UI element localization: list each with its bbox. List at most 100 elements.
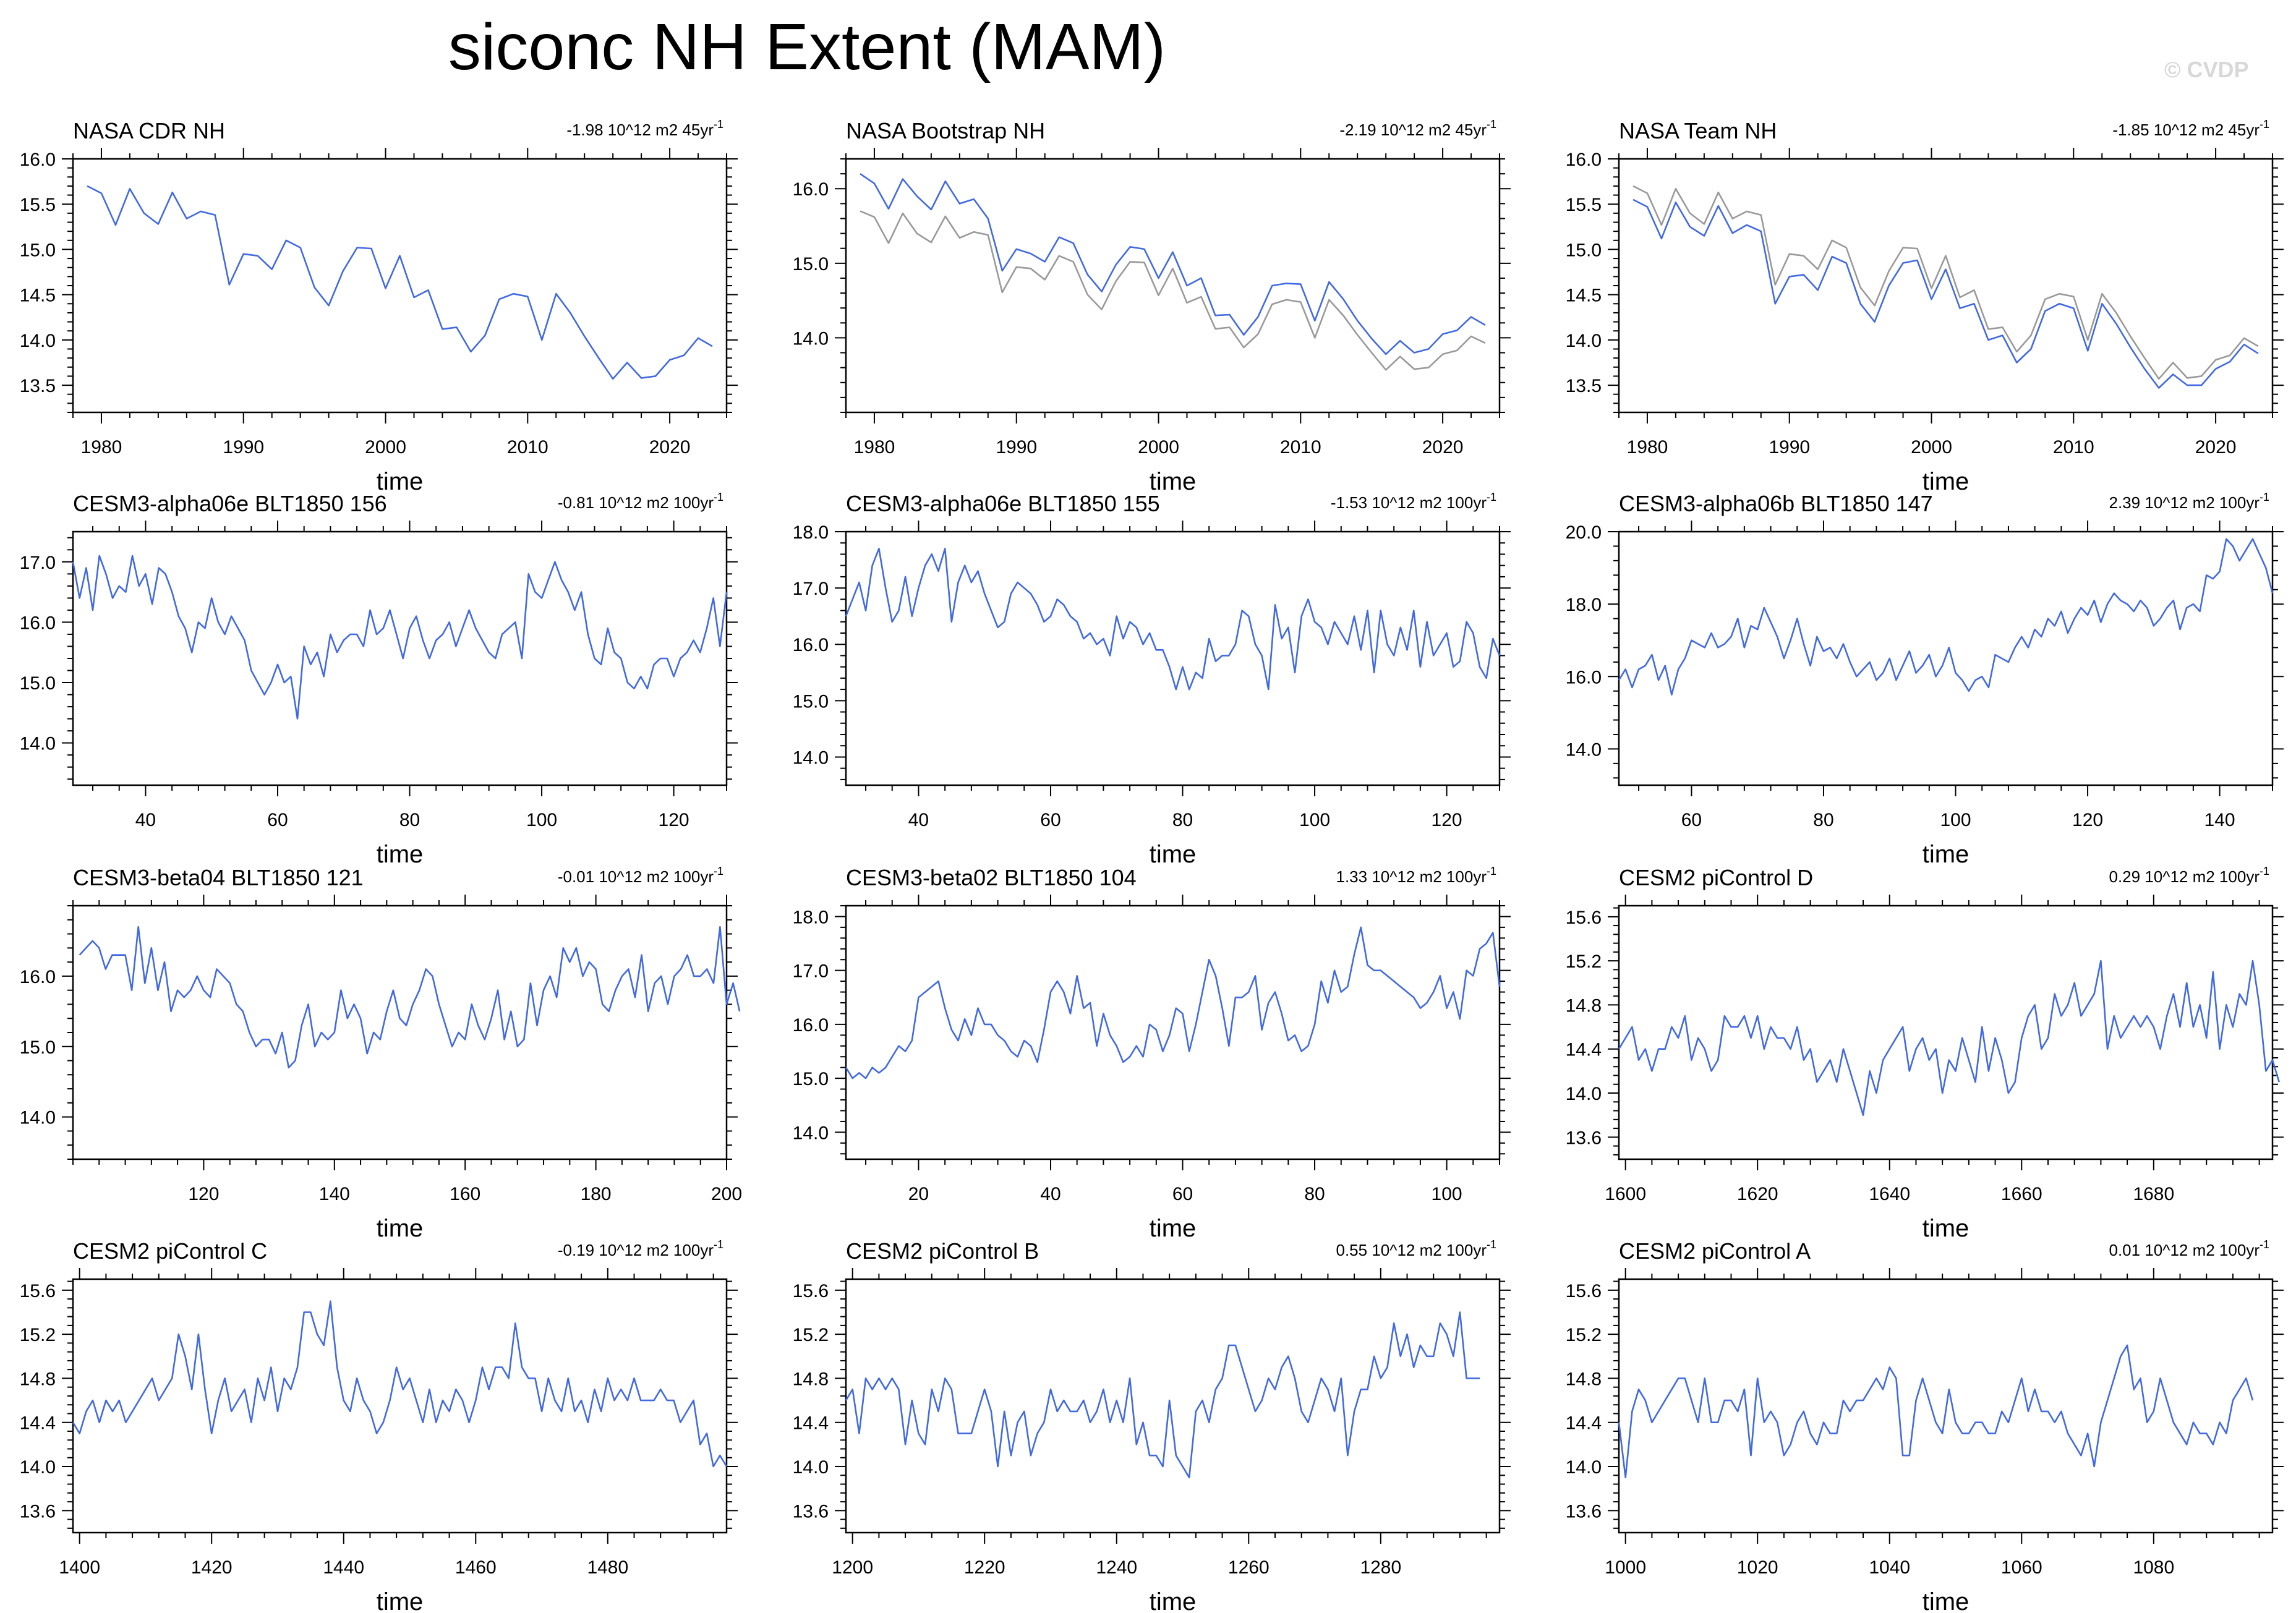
x-tick-label: 80 (399, 810, 420, 830)
y-tick-label: 15.0 (20, 1037, 56, 1058)
y-tick-label: 18.0 (1566, 595, 1602, 615)
x-tick-label: 80 (1304, 1184, 1325, 1204)
x-tick-label: 1440 (323, 1557, 364, 1578)
x-tick-label: 40 (908, 810, 929, 830)
series-line (1618, 1344, 2254, 1479)
y-tick-label: 15.0 (793, 691, 829, 712)
plot-frame (845, 530, 1501, 786)
x-tick-label: 180 (581, 1184, 612, 1204)
y-tick-label: 13.5 (20, 376, 56, 396)
series-line (79, 926, 741, 1069)
y-tick-label: 15.2 (1566, 951, 1602, 972)
y-tick-label: 16.0 (793, 635, 829, 655)
x-tick-label: 2000 (1911, 437, 1952, 458)
x-tick-label: 1400 (59, 1557, 100, 1578)
y-tick-label: 15.0 (20, 240, 56, 260)
x-tick-label: 2010 (2053, 437, 2094, 458)
y-tick-label: 17.0 (793, 961, 829, 982)
x-tick-label: 2020 (2195, 437, 2237, 458)
y-tick-label: 15.0 (20, 673, 56, 694)
x-axis-label: time (1923, 1215, 1970, 1242)
x-tick-label: 2000 (1138, 437, 1179, 458)
y-tick-label: 14.0 (1566, 331, 1602, 351)
x-tick-label: 1260 (1228, 1557, 1270, 1578)
x-tick-label: 1460 (455, 1557, 497, 1578)
panel-6: CESM3-alpha06b BLT1850 147 2.39 10^12 m2 … (1566, 491, 2284, 868)
x-tick-label: 120 (188, 1184, 219, 1204)
x-tick-label: 120 (1432, 810, 1462, 830)
x-tick-label: 120 (659, 810, 689, 830)
x-tick-label: 40 (1040, 1184, 1061, 1204)
y-tick-label: 14.0 (20, 1108, 56, 1128)
x-axis-label: time (377, 468, 424, 495)
y-tick-label: 16.0 (1566, 150, 1602, 170)
x-tick-label: 80 (1172, 810, 1193, 830)
y-tick-label: 15.6 (1566, 1281, 1602, 1301)
x-tick-label: 140 (319, 1184, 350, 1204)
trend-label: -0.81 10^12 m2 100yr-1 (558, 491, 723, 512)
y-tick-label: 16.0 (20, 613, 56, 633)
x-tick-label: 1000 (1605, 1557, 1646, 1578)
x-tick-label: 80 (1813, 810, 1833, 830)
x-tick-label: 100 (1940, 810, 1971, 830)
x-axis-label: time (377, 1215, 424, 1242)
y-tick-label: 15.0 (1566, 240, 1602, 260)
x-tick-label: 100 (1432, 1184, 1462, 1204)
x-tick-label: 100 (526, 810, 557, 830)
series-line (860, 173, 1486, 355)
x-tick-label: 20 (908, 1184, 929, 1204)
trend-label: -1.98 10^12 m2 45yr-1 (566, 118, 723, 139)
series-line (1632, 198, 2259, 389)
x-tick-label: 1980 (81, 437, 122, 458)
x-tick-label: 1990 (1769, 437, 1810, 458)
x-tick-label: 2010 (507, 437, 548, 458)
y-tick-label: 14.0 (793, 1457, 829, 1478)
x-tick-label: 100 (1299, 810, 1330, 830)
plot-frame (845, 1278, 1501, 1534)
y-tick-label: 13.6 (20, 1501, 56, 1521)
x-tick-label: 2000 (365, 437, 406, 458)
x-axis-label: time (1150, 841, 1197, 868)
x-tick-label: 1080 (2133, 1557, 2174, 1578)
x-tick-label: 1680 (2133, 1184, 2174, 1204)
panel-title: NASA CDR NH (73, 118, 225, 143)
panel-3: NASA Team NH -1.85 10^12 m2 45yr-1 13.5 14.… (1566, 118, 2284, 495)
series-line (87, 185, 713, 380)
x-tick-label: 1240 (1096, 1557, 1137, 1578)
y-tick-label: 14.0 (793, 328, 829, 349)
trend-label: -1.85 10^12 m2 45yr-1 (2112, 118, 2269, 139)
panel-4: CESM3-alpha06e BLT1850 156 -0.81 10^12 m2… (20, 491, 738, 868)
x-tick-label: 140 (2204, 810, 2235, 830)
panel-5: CESM3-alpha06e BLT1850 155 -1.53 10^12 m2… (793, 491, 1511, 868)
x-tick-label: 160 (450, 1184, 480, 1204)
plot-frame (845, 158, 1501, 414)
plot-frame (1618, 904, 2274, 1160)
x-tick-label: 1220 (964, 1557, 1005, 1578)
trend-label: -2.19 10^12 m2 45yr-1 (1339, 118, 1496, 139)
series-line (1618, 960, 2280, 1116)
panel-title: CESM2 piControl D (1619, 865, 1813, 890)
y-tick-label: 15.6 (793, 1281, 829, 1301)
y-tick-label: 16.0 (793, 179, 829, 200)
trend-label: -1.53 10^12 m2 100yr-1 (1331, 491, 1496, 512)
x-tick-label: 1020 (1737, 1557, 1778, 1578)
y-tick-label: 14.4 (1566, 1040, 1602, 1060)
y-tick-label: 14.5 (20, 286, 56, 306)
y-tick-label: 14.0 (793, 1123, 829, 1143)
y-tick-label: 15.2 (793, 1325, 829, 1345)
trend-label: 1.33 10^12 m2 100yr-1 (1336, 865, 1497, 886)
y-tick-label: 17.0 (20, 553, 56, 573)
x-tick-label: 60 (1172, 1184, 1193, 1204)
x-tick-label: 1980 (854, 437, 895, 458)
panel-title: CESM3-beta04 BLT1850 121 (73, 865, 364, 890)
y-tick-label: 15.6 (1566, 908, 1602, 928)
obs-series-line (1632, 185, 2259, 380)
panel-8: CESM3-beta02 BLT1850 104 1.33 10^12 m2 10… (793, 865, 1511, 1242)
x-axis-label: time (1150, 1588, 1197, 1613)
x-axis-label: time (377, 841, 424, 868)
trend-label: -0.01 10^12 m2 100yr-1 (558, 865, 723, 886)
x-tick-label: 40 (135, 810, 156, 830)
x-axis-label: time (1923, 1588, 1970, 1613)
x-tick-label: 200 (711, 1184, 742, 1204)
panel-title: CESM2 piControl A (1619, 1238, 1811, 1264)
